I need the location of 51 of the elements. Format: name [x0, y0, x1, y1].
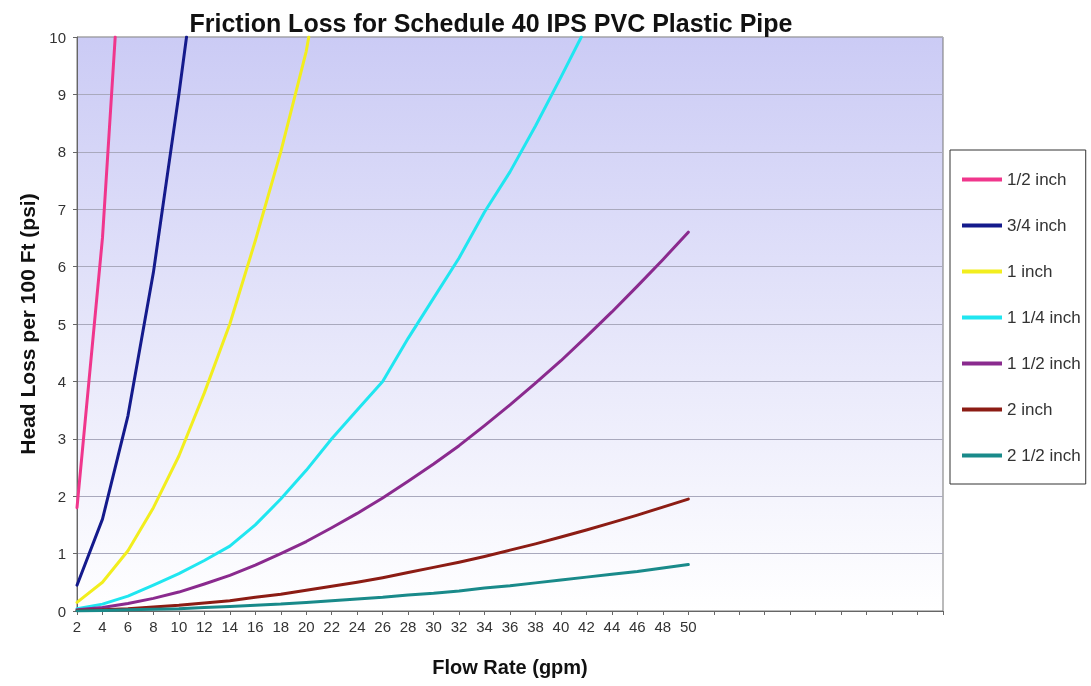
y-tick-label: 9	[57, 85, 66, 103]
x-tick-label: 40	[552, 618, 570, 635]
x-tick-label: 22	[323, 618, 341, 635]
line-series	[75, 35, 189, 587]
x-tick-label: 24	[348, 618, 366, 635]
y-tick-label: 5	[57, 315, 66, 333]
y-axis-title: Head Loss per 100 Ft (psi)	[16, 193, 39, 455]
y-tick-label: 4	[57, 372, 66, 390]
y-tick-label: 6	[57, 258, 66, 276]
x-tick-label: 34	[476, 618, 493, 635]
x-tick-label: 36	[501, 618, 519, 635]
line-series	[75, 497, 690, 612]
line-series	[75, 230, 690, 612]
x-tick-label: 44	[603, 618, 621, 635]
x-tick-label: 16	[246, 618, 264, 635]
x-tick-label: 42	[578, 618, 595, 635]
legend-label: 3/4 inch	[1007, 216, 1067, 235]
legend-label: 2 inch	[1007, 400, 1053, 419]
x-tick-label: 28	[399, 618, 417, 635]
legend-label: 2 1/2 inch	[1007, 446, 1081, 465]
x-tick-label: 48	[654, 618, 672, 635]
y-tick-label: 7	[57, 200, 66, 218]
x-tick-label: 14	[221, 618, 239, 635]
x-tick-label: 20	[297, 618, 315, 635]
x-tick-label: 38	[527, 618, 544, 635]
x-tick-label: 8	[149, 618, 158, 635]
x-tick-label: 10	[170, 618, 188, 635]
y-tick-label: 2	[57, 487, 66, 505]
y-tick-label: 1	[57, 545, 66, 563]
x-tick-label: 50	[679, 618, 697, 635]
x-tick-label: 12	[196, 618, 213, 635]
chart-title: Friction Loss for Schedule 40 IPS PVC Plastic Pipe	[189, 8, 793, 37]
x-axis-title: Flow Rate (gpm)	[432, 656, 588, 678]
x-tick-label: 2	[72, 618, 82, 635]
legend-label: 1 inch	[1007, 262, 1053, 281]
x-tick-label: 26	[374, 618, 391, 635]
x-tick-label: 46	[629, 618, 646, 635]
legend-label: 1/2 inch	[1007, 170, 1067, 189]
y-tick-label: 8	[57, 143, 66, 161]
line-series	[75, 563, 690, 613]
x-tick-label: 4	[98, 618, 107, 635]
x-tick-label: 6	[123, 618, 133, 635]
legend-label: 1 1/4 inch	[1007, 308, 1081, 327]
legend-label: 1 1/2 inch	[1007, 354, 1081, 373]
y-tick-label: 0	[57, 602, 66, 620]
x-tick-label: 30	[425, 618, 442, 635]
y-tick-label: 3	[57, 430, 66, 448]
line-series	[75, 35, 311, 604]
x-tick-label: 32	[450, 618, 468, 635]
x-tick-label: 18	[272, 618, 290, 635]
y-tick-label: 10	[49, 28, 66, 46]
